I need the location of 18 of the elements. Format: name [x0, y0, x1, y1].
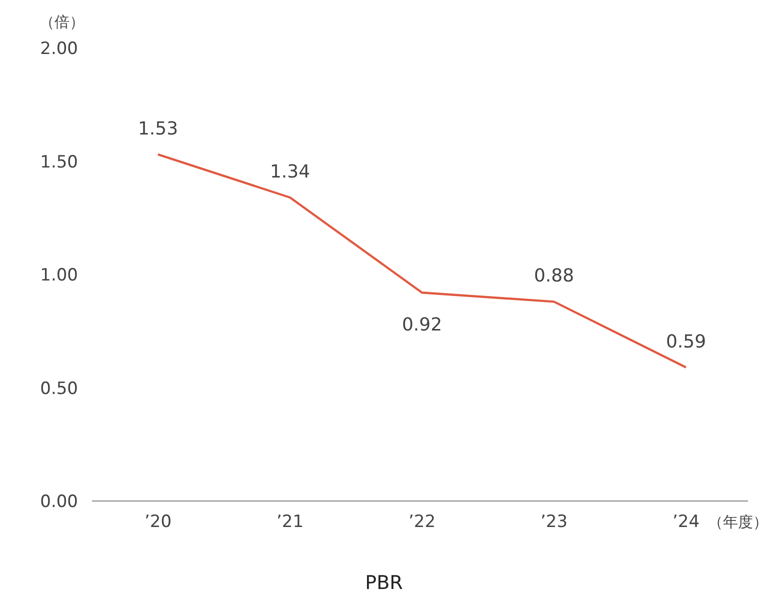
x-tick-label: ’20	[144, 512, 172, 532]
y-axis-title: （倍）	[40, 13, 84, 31]
y-tick-label: 0.00	[40, 492, 78, 512]
x-tick-label: ’21	[276, 512, 304, 532]
x-tick-label: ’24	[672, 512, 700, 532]
data-label: 1.34	[270, 161, 310, 182]
y-tick-label: 1.50	[40, 152, 78, 172]
data-label: 0.59	[666, 331, 706, 352]
data-label: 1.53	[138, 118, 178, 140]
y-tick-label: 2.00	[40, 39, 78, 59]
data-label: 0.92	[402, 314, 442, 336]
text: PBR	[365, 572, 403, 594]
y-tick-label: 1.00	[40, 266, 78, 286]
x-axis-title: （年度）	[708, 513, 768, 531]
y-tick-label: 0.50	[40, 378, 78, 399]
x-tick-label: ’22	[408, 512, 436, 532]
data-label: 0.88	[534, 266, 574, 287]
x-tick-label: ’23	[540, 512, 568, 532]
